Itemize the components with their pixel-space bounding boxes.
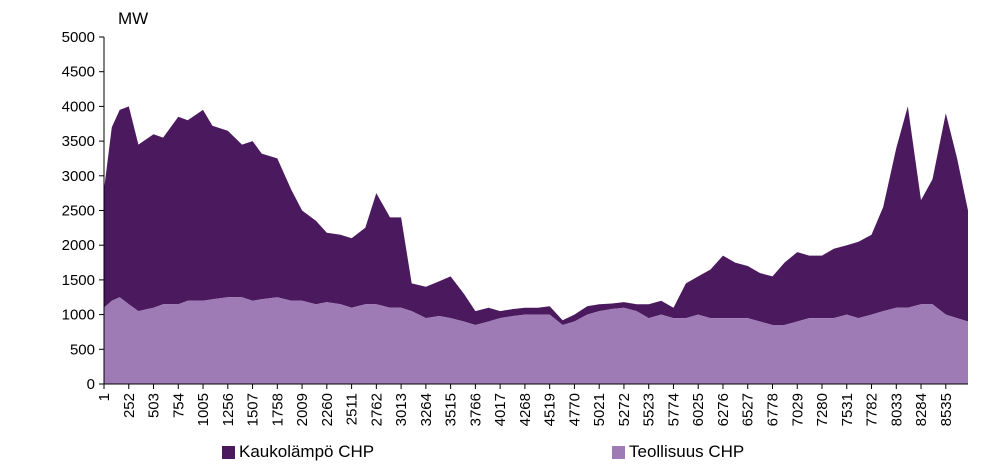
area-kaukolampo-chp (104, 106, 968, 326)
y-tick-label: 1500 (62, 272, 95, 289)
x-tick-label: 1758 (269, 393, 286, 426)
x-tick-label: 2009 (294, 393, 311, 426)
x-tick-label: 7782 (864, 393, 881, 426)
y-tick-label: 3000 (62, 168, 95, 185)
x-tick-label: 8033 (888, 393, 905, 426)
x-tick-label: 8284 (913, 393, 930, 426)
x-tick-label: 5021 (591, 393, 608, 426)
y-tick-label: 2000 (62, 237, 95, 254)
y-tick-label: 2500 (62, 203, 95, 220)
legend-label-teollisuus: Teollisuus CHP (629, 442, 745, 461)
y-tick-label: 1000 (62, 307, 95, 324)
x-tick-label: 6527 (740, 393, 757, 426)
x-tick-label: 2511 (344, 393, 361, 425)
legend-label-kaukolampo: Kaukolämpö CHP (239, 442, 375, 461)
x-tick-label: 6276 (715, 393, 732, 426)
x-tick-label: 3515 (443, 393, 460, 426)
x-tick-label: 5523 (641, 393, 658, 426)
x-tick-label: 4770 (566, 393, 583, 426)
x-tick-label: 5774 (665, 393, 682, 426)
x-tick-label: 1507 (245, 393, 262, 426)
x-tick-label: 2762 (368, 393, 385, 426)
x-tick-label: 3766 (467, 393, 484, 426)
x-tick-label: 503 (146, 393, 163, 418)
x-tick-label: 8535 (938, 393, 955, 426)
x-tick-label: 3264 (418, 393, 435, 426)
x-tick-label: 4519 (542, 393, 559, 426)
x-tick-label: 1256 (220, 393, 237, 426)
y-tick-label: 4500 (62, 64, 95, 81)
y-tick-label: 5000 (62, 29, 95, 46)
legend-item-teollisuus: Teollisuus CHP (612, 441, 744, 463)
x-tick-label: 4268 (517, 393, 534, 426)
y-unit-label: MW (118, 9, 148, 28)
y-tick-label: 3500 (62, 133, 95, 150)
x-tick-label: 1 (96, 393, 113, 401)
x-tick-label: 7280 (814, 393, 831, 426)
x-tick-label: 754 (170, 393, 187, 418)
legend-item-kaukolampo: Kaukolämpö CHP (222, 441, 374, 463)
y-axis: 0 500 1000 1500 2000 2500 3000 3500 4000 4500 5000 (62, 29, 105, 393)
legend-swatch-kaukolampo (222, 445, 235, 459)
x-tick-label: 5272 (616, 393, 633, 426)
x-tick-label: 1005 (195, 393, 212, 426)
x-tick-label: 252 (121, 393, 138, 418)
x-tick-label: 7029 (789, 393, 806, 426)
x-axis: 1 252 503 754 1005 1256 1507 1758 2009 2260 2511 27… (96, 383, 968, 426)
y-tick-label: 0 (87, 376, 95, 393)
x-tick-label: 7531 (839, 393, 856, 426)
x-tick-label: 3013 (393, 393, 410, 426)
x-tick-label: 6778 (764, 393, 781, 426)
x-tick-label: 4017 (492, 393, 509, 426)
plot-area (104, 106, 968, 384)
y-tick-label: 4000 (62, 98, 95, 115)
y-tick-label: 500 (70, 341, 95, 358)
x-tick-label: 2260 (319, 393, 336, 426)
area-teollisuus-chp (104, 297, 968, 384)
legend-swatch-teollisuus (612, 445, 625, 459)
x-tick-label: 6025 (690, 393, 707, 426)
